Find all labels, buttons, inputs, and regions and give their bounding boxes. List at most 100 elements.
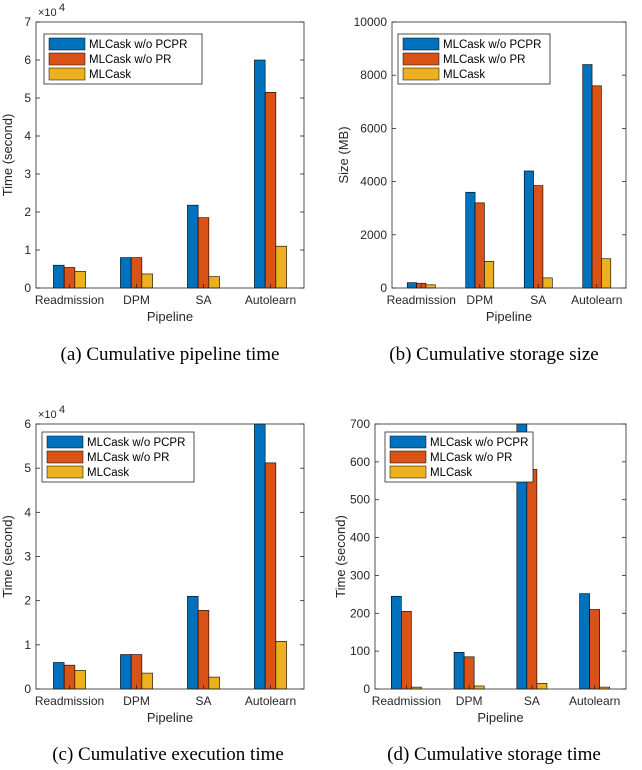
y-tick-label: 0 xyxy=(24,281,31,295)
y-tick-label: 4 xyxy=(24,505,31,519)
bar-autolearn-s1 xyxy=(591,85,602,289)
bar-dpm-s0 xyxy=(120,654,132,690)
x-tick-label: SA xyxy=(524,694,540,708)
bar-dpm-s2 xyxy=(473,685,485,690)
legend-swatch-s2 xyxy=(389,465,427,479)
bar-autolearn-s2 xyxy=(275,245,287,289)
y-tick-label: 0 xyxy=(380,281,387,295)
exponent-power: 4 xyxy=(59,404,65,416)
x-tick-label: Readmission xyxy=(387,293,456,307)
y-tick-label: 3 xyxy=(24,550,31,564)
bar-sa-s1 xyxy=(197,610,210,690)
bar-autolearn-s2 xyxy=(601,258,612,289)
y-tick-label: 6 xyxy=(24,417,31,431)
bar-readmission-s1 xyxy=(401,611,412,690)
bar-sa-s1 xyxy=(197,217,210,289)
legend-swatch-s2 xyxy=(46,465,84,479)
legend-swatch-s2 xyxy=(402,67,440,81)
bar-dpm-s0 xyxy=(465,191,476,289)
legend-swatch-s1 xyxy=(402,52,440,66)
legend-entry: MLCask w/o PR xyxy=(89,54,171,66)
y-axis-label: Time (second) xyxy=(333,515,348,598)
y-tick-label: 0 xyxy=(363,682,370,696)
bar-sa-s0 xyxy=(187,595,199,690)
legend-swatch-s1 xyxy=(389,450,427,464)
x-tick-label: DPM xyxy=(123,293,150,307)
bar-sa-s2 xyxy=(208,676,220,690)
x-axis-label: Pipeline xyxy=(486,309,532,324)
legend-entry: MLCask w/o PCPR xyxy=(430,437,528,449)
y-axis-label: Time (second) xyxy=(0,515,15,598)
y-tick-label: 7 xyxy=(24,15,31,29)
bar-sa-s1 xyxy=(533,185,544,289)
bar-autolearn-s0 xyxy=(582,64,593,289)
x-tick-label: Readmission xyxy=(35,694,104,708)
axes-frame xyxy=(35,21,305,289)
legend-swatch-s1 xyxy=(46,450,84,464)
bar-dpm-s1 xyxy=(130,654,143,690)
y-axis-label: Size (MB) xyxy=(336,126,351,183)
y-tick-label: 700 xyxy=(350,417,370,431)
bar-readmission-s0 xyxy=(391,595,402,690)
bar-dpm-s2 xyxy=(141,672,153,690)
exponent-base: ×10 xyxy=(38,7,57,19)
legend-swatch-s1 xyxy=(48,52,86,66)
bar-autolearn-s0 xyxy=(579,593,590,690)
y-tick-label: 3 xyxy=(24,167,31,181)
bar-autolearn-s0 xyxy=(254,423,266,690)
x-tick-label: SA xyxy=(195,694,211,708)
axes-frame xyxy=(391,21,627,289)
legend-entry: MLCask w/o PCPR xyxy=(89,39,187,51)
legend-swatch-s0 xyxy=(46,435,84,449)
bar-dpm-s2 xyxy=(484,261,495,289)
figure-caption: (b) Cumulative storage size xyxy=(389,344,598,365)
legend-entry: MLCask xyxy=(430,467,472,479)
legend-swatch-s0 xyxy=(402,37,440,51)
bar-sa-s1 xyxy=(526,469,538,690)
bar-sa-s2 xyxy=(536,683,548,690)
y-tick-label: 5 xyxy=(24,461,31,475)
y-tick-label: 4000 xyxy=(360,175,387,189)
x-axis-label: Pipeline xyxy=(147,710,193,725)
figure-caption: (a) Cumulative pipeline time xyxy=(61,344,280,365)
bar-autolearn-s0 xyxy=(254,59,266,289)
x-tick-label: DPM xyxy=(456,694,483,708)
y-tick-label: 1 xyxy=(24,243,31,257)
x-tick-label: DPM xyxy=(466,293,493,307)
bar-sa-s2 xyxy=(208,276,220,289)
bar-dpm-s1 xyxy=(463,656,475,690)
y-axis-label: Time (second) xyxy=(0,114,15,197)
y-tick-label: 4 xyxy=(24,129,31,143)
y-tick-label: 2 xyxy=(24,205,31,219)
x-tick-label: Autolearn xyxy=(569,694,620,708)
x-tick-label: Readmission xyxy=(372,694,441,708)
bar-readmission-s2 xyxy=(425,284,436,289)
bar-autolearn-s2 xyxy=(275,640,287,690)
x-axis-label: Pipeline xyxy=(147,309,193,324)
y-tick-label: 500 xyxy=(350,493,370,507)
bar-sa-s0 xyxy=(523,170,534,289)
exponent-base: ×10 xyxy=(38,409,57,421)
axes-frame xyxy=(374,423,627,690)
legend-entry: MLCask xyxy=(443,69,485,81)
legend-swatch-s0 xyxy=(389,435,427,449)
y-tick-label: 6000 xyxy=(360,121,387,135)
x-tick-label: DPM xyxy=(123,694,150,708)
y-tick-label: 10000 xyxy=(354,15,388,29)
legend-swatch-s2 xyxy=(48,67,86,81)
x-axis-label: Pipeline xyxy=(477,710,523,725)
y-tick-label: 300 xyxy=(350,568,370,582)
y-tick-label: 0 xyxy=(24,682,31,696)
figure-caption: (c) Cumulative execution time xyxy=(52,744,284,765)
bar-autolearn-s1 xyxy=(264,462,277,690)
bar-dpm-s1 xyxy=(130,257,143,289)
legend-entry: MLCask w/o PR xyxy=(87,452,169,464)
bar-sa-s0 xyxy=(187,204,199,289)
exponent-power: 4 xyxy=(59,2,65,14)
y-tick-label: 2 xyxy=(24,594,31,608)
y-tick-label: 8000 xyxy=(360,68,387,82)
legend-entry: MLCask w/o PCPR xyxy=(87,437,185,449)
legend-entry: MLCask w/o PR xyxy=(430,452,512,464)
legend-entry: MLCask xyxy=(87,467,129,479)
